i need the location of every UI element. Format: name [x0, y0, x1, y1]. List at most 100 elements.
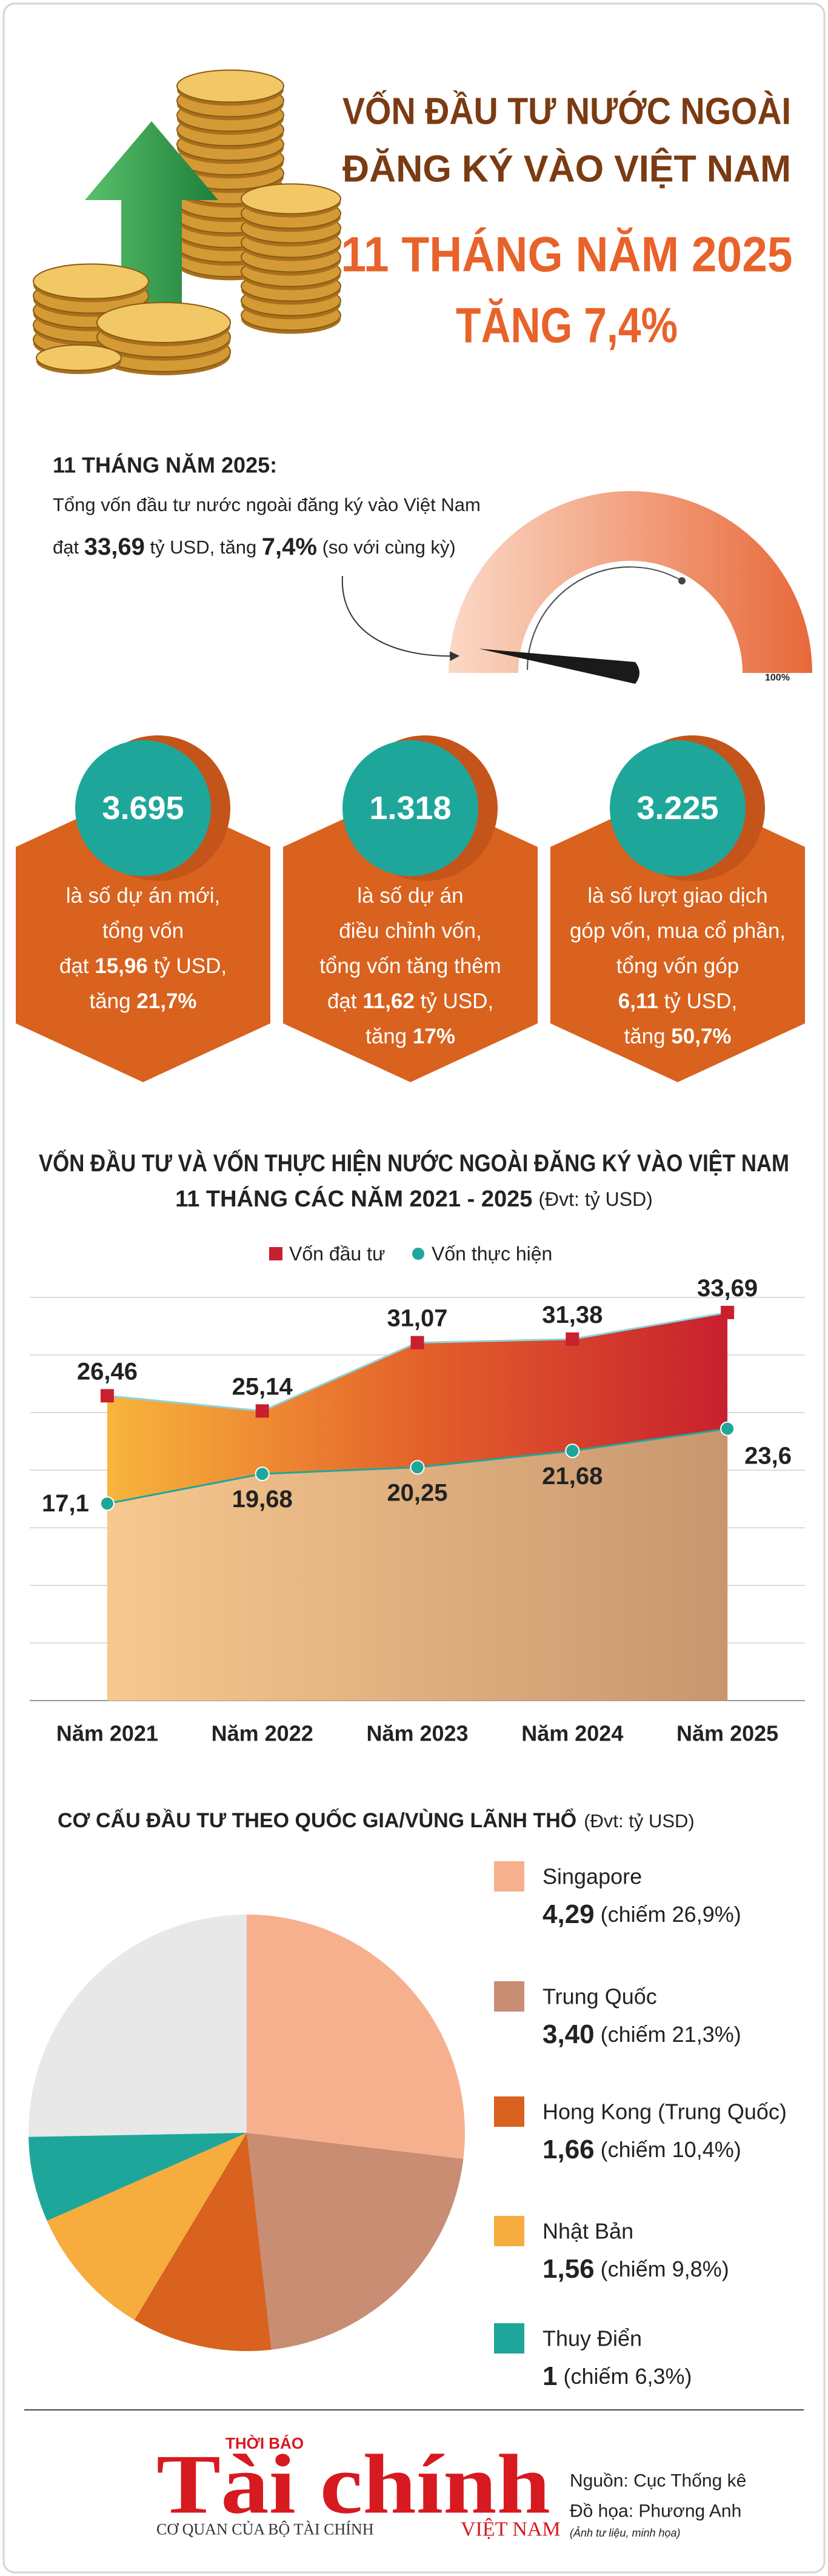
growth-arrow	[85, 121, 218, 327]
logo-sub: CƠ QUAN CỦA BỘ TÀI CHÍNH	[156, 2521, 374, 2538]
source: Nguồn: Cục Thống kê	[570, 2471, 746, 2491]
text-run: đạt	[59, 954, 95, 978]
legend-marker	[269, 1247, 282, 1260]
text-run: 17%	[413, 1025, 455, 1048]
share-label: (chiếm 6,3%)	[563, 2364, 692, 2389]
unit: (Đvt: tỷ USD)	[584, 1810, 695, 1832]
legend-value: 1,66 (chiếm 10,4%)	[543, 2135, 741, 2164]
design-credit: Đồ họa: Phương Anh	[570, 2501, 741, 2521]
x-tick-label: Năm 2023	[366, 1721, 468, 1746]
stat-line: tăng 50,7%	[624, 1025, 731, 1048]
legend-swatch	[494, 1861, 524, 1892]
legend-label: Vốn đầu tư	[289, 1243, 385, 1265]
stat-line: tăng 21,7%	[89, 989, 196, 1013]
text-run: tăng	[366, 1025, 413, 1048]
text-run: 6,11	[618, 989, 658, 1013]
marker	[720, 1421, 735, 1436]
marker	[565, 1444, 580, 1459]
value-label: 20,25	[387, 1479, 447, 1506]
marker	[255, 1404, 269, 1418]
marker	[255, 1467, 270, 1482]
highlight-line: TĂNG 7,4%	[456, 298, 678, 353]
stat-line: điều chỉnh vốn,	[339, 919, 481, 943]
marker	[99, 1496, 115, 1511]
pie-slice	[247, 1915, 465, 2159]
x-tick-label: Năm 2021	[56, 1721, 158, 1746]
chart-subtitle: 11 THÁNG CÁC NĂM 2021 - 2025 (Đvt: tỷ USD…	[175, 1185, 653, 1212]
stat-line: là số dự án	[357, 884, 463, 908]
text-run: góp vốn, mua cổ phần,	[570, 919, 786, 943]
gauge-inner-arc-2	[527, 566, 683, 671]
stat-badge	[610, 740, 746, 876]
x-tick-label: Năm 2024	[521, 1721, 623, 1746]
legend-swatch	[494, 2323, 524, 2354]
text-run: tăng	[624, 1025, 671, 1048]
subtitle-main: 11 THÁNG CÁC NĂM 2021 - 2025	[175, 1185, 532, 1212]
value-label: 31,38	[542, 1302, 603, 1328]
x-tick-label: Năm 2025	[676, 1721, 778, 1746]
text-run: 21,7%	[136, 989, 196, 1013]
logo-country: VIỆT NAM	[461, 2518, 561, 2541]
chart-title: VỐN ĐẦU TƯ VÀ VỐN THỰC HIỆN NƯỚC NGOÀI Đ…	[39, 1149, 789, 1177]
value-label: 19,68	[232, 1486, 293, 1513]
legend-value: 1 (chiếm 6,3%)	[543, 2361, 692, 2391]
text-run: 11,62	[362, 989, 415, 1013]
stat-line: là số dự án mới,	[66, 884, 221, 908]
pointer-arrow	[341, 575, 460, 661]
unit: (Đvt: tỷ USD)	[538, 1188, 652, 1210]
stat-line: tổng vốn tăng thêm	[319, 954, 501, 978]
coins-illustration	[33, 69, 341, 375]
stat-line: tăng 17%	[366, 1025, 455, 1048]
gauge-needle	[479, 649, 639, 684]
value-label: 31,07	[387, 1305, 447, 1332]
value-label: 17,1	[42, 1490, 89, 1517]
title-line: VỐN ĐẦU TƯ NƯỚC NGOÀI	[342, 91, 791, 133]
x-tick-label: Năm 2022	[212, 1721, 313, 1746]
text-run: tổng vốn góp	[616, 954, 739, 978]
pie-slice	[247, 2133, 464, 2350]
stat-line: 6,11 tỷ USD,	[618, 989, 738, 1013]
value-label: 1	[543, 2361, 557, 2391]
value-label: 26,46	[77, 1358, 138, 1385]
summary-line: đạt 33,69 tỷ USD, tăng 7,4% (so với cùng…	[53, 534, 456, 560]
coin	[36, 344, 122, 371]
summary-heading: 11 THÁNG NĂM 2025:	[53, 453, 277, 478]
stat-badge	[342, 740, 478, 876]
value-label: 23,6	[744, 1443, 792, 1470]
text-run: tỷ USD, tăng	[145, 537, 262, 558]
stat-number: 3.695	[102, 790, 184, 826]
text-run: tỷ USD,	[148, 954, 227, 978]
text-run: tăng	[89, 989, 136, 1013]
share-label: (chiếm 9,8%)	[601, 2257, 729, 2281]
marker	[721, 1305, 735, 1319]
value-label: 4,29	[543, 1899, 595, 1929]
value-label: 25,14	[232, 1373, 293, 1400]
legend-label: Vốn thực hiện	[432, 1243, 552, 1265]
pie-slice	[47, 2133, 247, 2320]
summary-line: Tổng vốn đầu tư nước ngoài đăng ký vào V…	[53, 494, 481, 515]
text-run: là số lượt giao dịch	[587, 884, 767, 908]
legend-label: Thuy Điển	[543, 2326, 642, 2351]
marker	[410, 1460, 425, 1475]
legend-value: 3,40 (chiếm 21,3%)	[543, 2019, 741, 2049]
text-run: 15,96	[95, 954, 148, 978]
legend-label: Hong Kong (Trung Quốc)	[543, 2099, 787, 2124]
stat-badge	[75, 740, 211, 876]
text-run: tổng vốn	[102, 919, 184, 943]
pie-slice	[28, 2133, 247, 2221]
gauge	[449, 491, 812, 673]
text-run: tổng vốn tăng thêm	[319, 954, 501, 978]
coin	[241, 183, 341, 215]
gauge-dot	[678, 577, 686, 584]
legend-label: Singapore	[543, 1864, 642, 1889]
share-label: (chiếm 21,3%)	[601, 2022, 741, 2047]
text-run: 50,7%	[671, 1025, 731, 1048]
value-label: 1,56	[543, 2254, 595, 2284]
stat-number: 3.225	[636, 790, 718, 826]
title-line: ĐĂNG KÝ VÀO VIỆT NAM	[342, 149, 791, 190]
stat-line: đạt 15,96 tỷ USD,	[59, 954, 227, 978]
text-run: 7,4%	[262, 534, 317, 560]
coin	[96, 302, 231, 343]
